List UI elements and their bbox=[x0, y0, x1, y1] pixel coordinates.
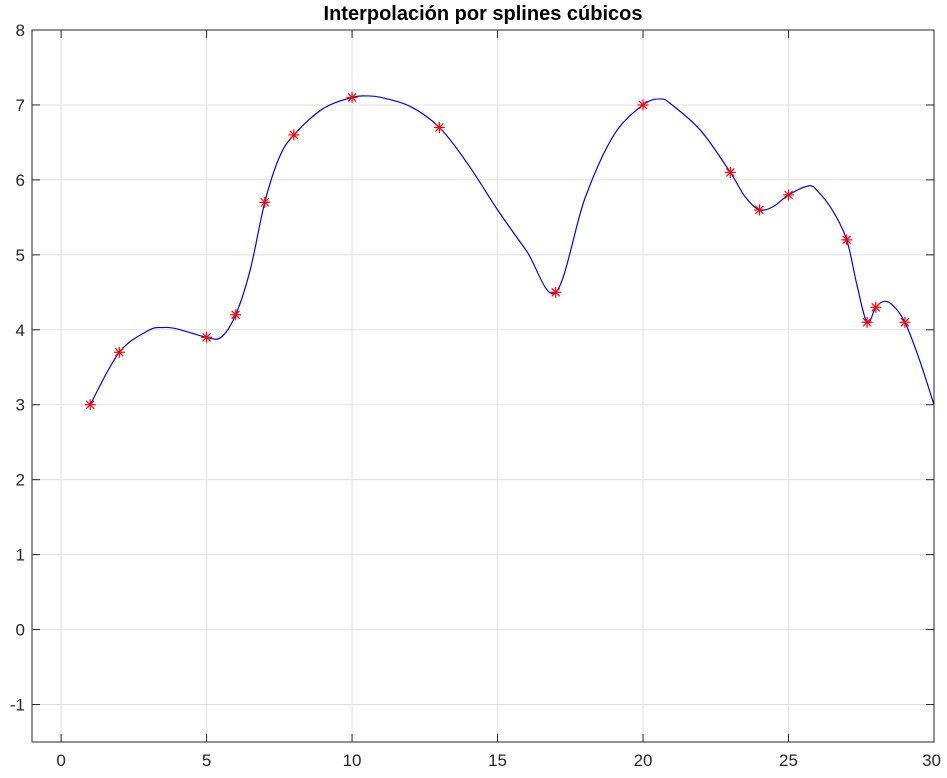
data-point-marker bbox=[724, 166, 736, 178]
y-tick-label: 7 bbox=[16, 96, 25, 115]
x-tick-label: 10 bbox=[343, 751, 362, 770]
series-layer bbox=[84, 91, 935, 411]
y-tick-label: 0 bbox=[16, 621, 25, 640]
data-point-marker bbox=[201, 331, 213, 343]
data-point-marker bbox=[288, 129, 300, 141]
y-tick-label: 6 bbox=[16, 171, 25, 190]
data-point-marker bbox=[259, 196, 271, 208]
x-tick-label: 20 bbox=[634, 751, 653, 770]
data-point-marker bbox=[753, 204, 765, 216]
x-tick-label: 0 bbox=[56, 751, 65, 770]
spline-curve bbox=[89, 95, 935, 406]
x-tick-label: 5 bbox=[202, 751, 211, 770]
data-point-marker bbox=[870, 301, 882, 313]
data-point-marker bbox=[346, 91, 358, 103]
data-point-marker bbox=[841, 234, 853, 246]
data-point-marker bbox=[433, 121, 445, 133]
grid bbox=[32, 29, 935, 742]
data-point-marker bbox=[84, 399, 96, 411]
x-tick-label: 30 bbox=[922, 751, 941, 770]
y-tick-label: -1 bbox=[10, 696, 25, 715]
data-point-marker bbox=[861, 316, 873, 328]
data-point-marker bbox=[899, 316, 911, 328]
y-tick-label: 2 bbox=[16, 471, 25, 490]
y-tick-label: 5 bbox=[16, 246, 25, 265]
data-point-marker bbox=[783, 189, 795, 201]
x-tick-label: 15 bbox=[488, 751, 507, 770]
data-point-marker bbox=[550, 286, 562, 298]
data-point-marker bbox=[230, 309, 242, 321]
axes-box bbox=[31, 29, 935, 743]
data-point-marker bbox=[637, 99, 649, 111]
y-tick-label: 8 bbox=[16, 21, 25, 40]
axes: 0 5 10 15 20 25 30 -1 0 1 2 3 4 5 6 7 8 bbox=[10, 21, 941, 770]
plot-area bbox=[32, 30, 934, 742]
x-tick-label: 25 bbox=[779, 751, 798, 770]
y-tick-label: 3 bbox=[16, 396, 25, 415]
chart-title: Interpolación por splines cúbicos bbox=[324, 3, 643, 25]
y-tick-label: 4 bbox=[16, 321, 25, 340]
y-tick-label: 1 bbox=[16, 546, 25, 565]
data-point-marker bbox=[113, 346, 125, 358]
